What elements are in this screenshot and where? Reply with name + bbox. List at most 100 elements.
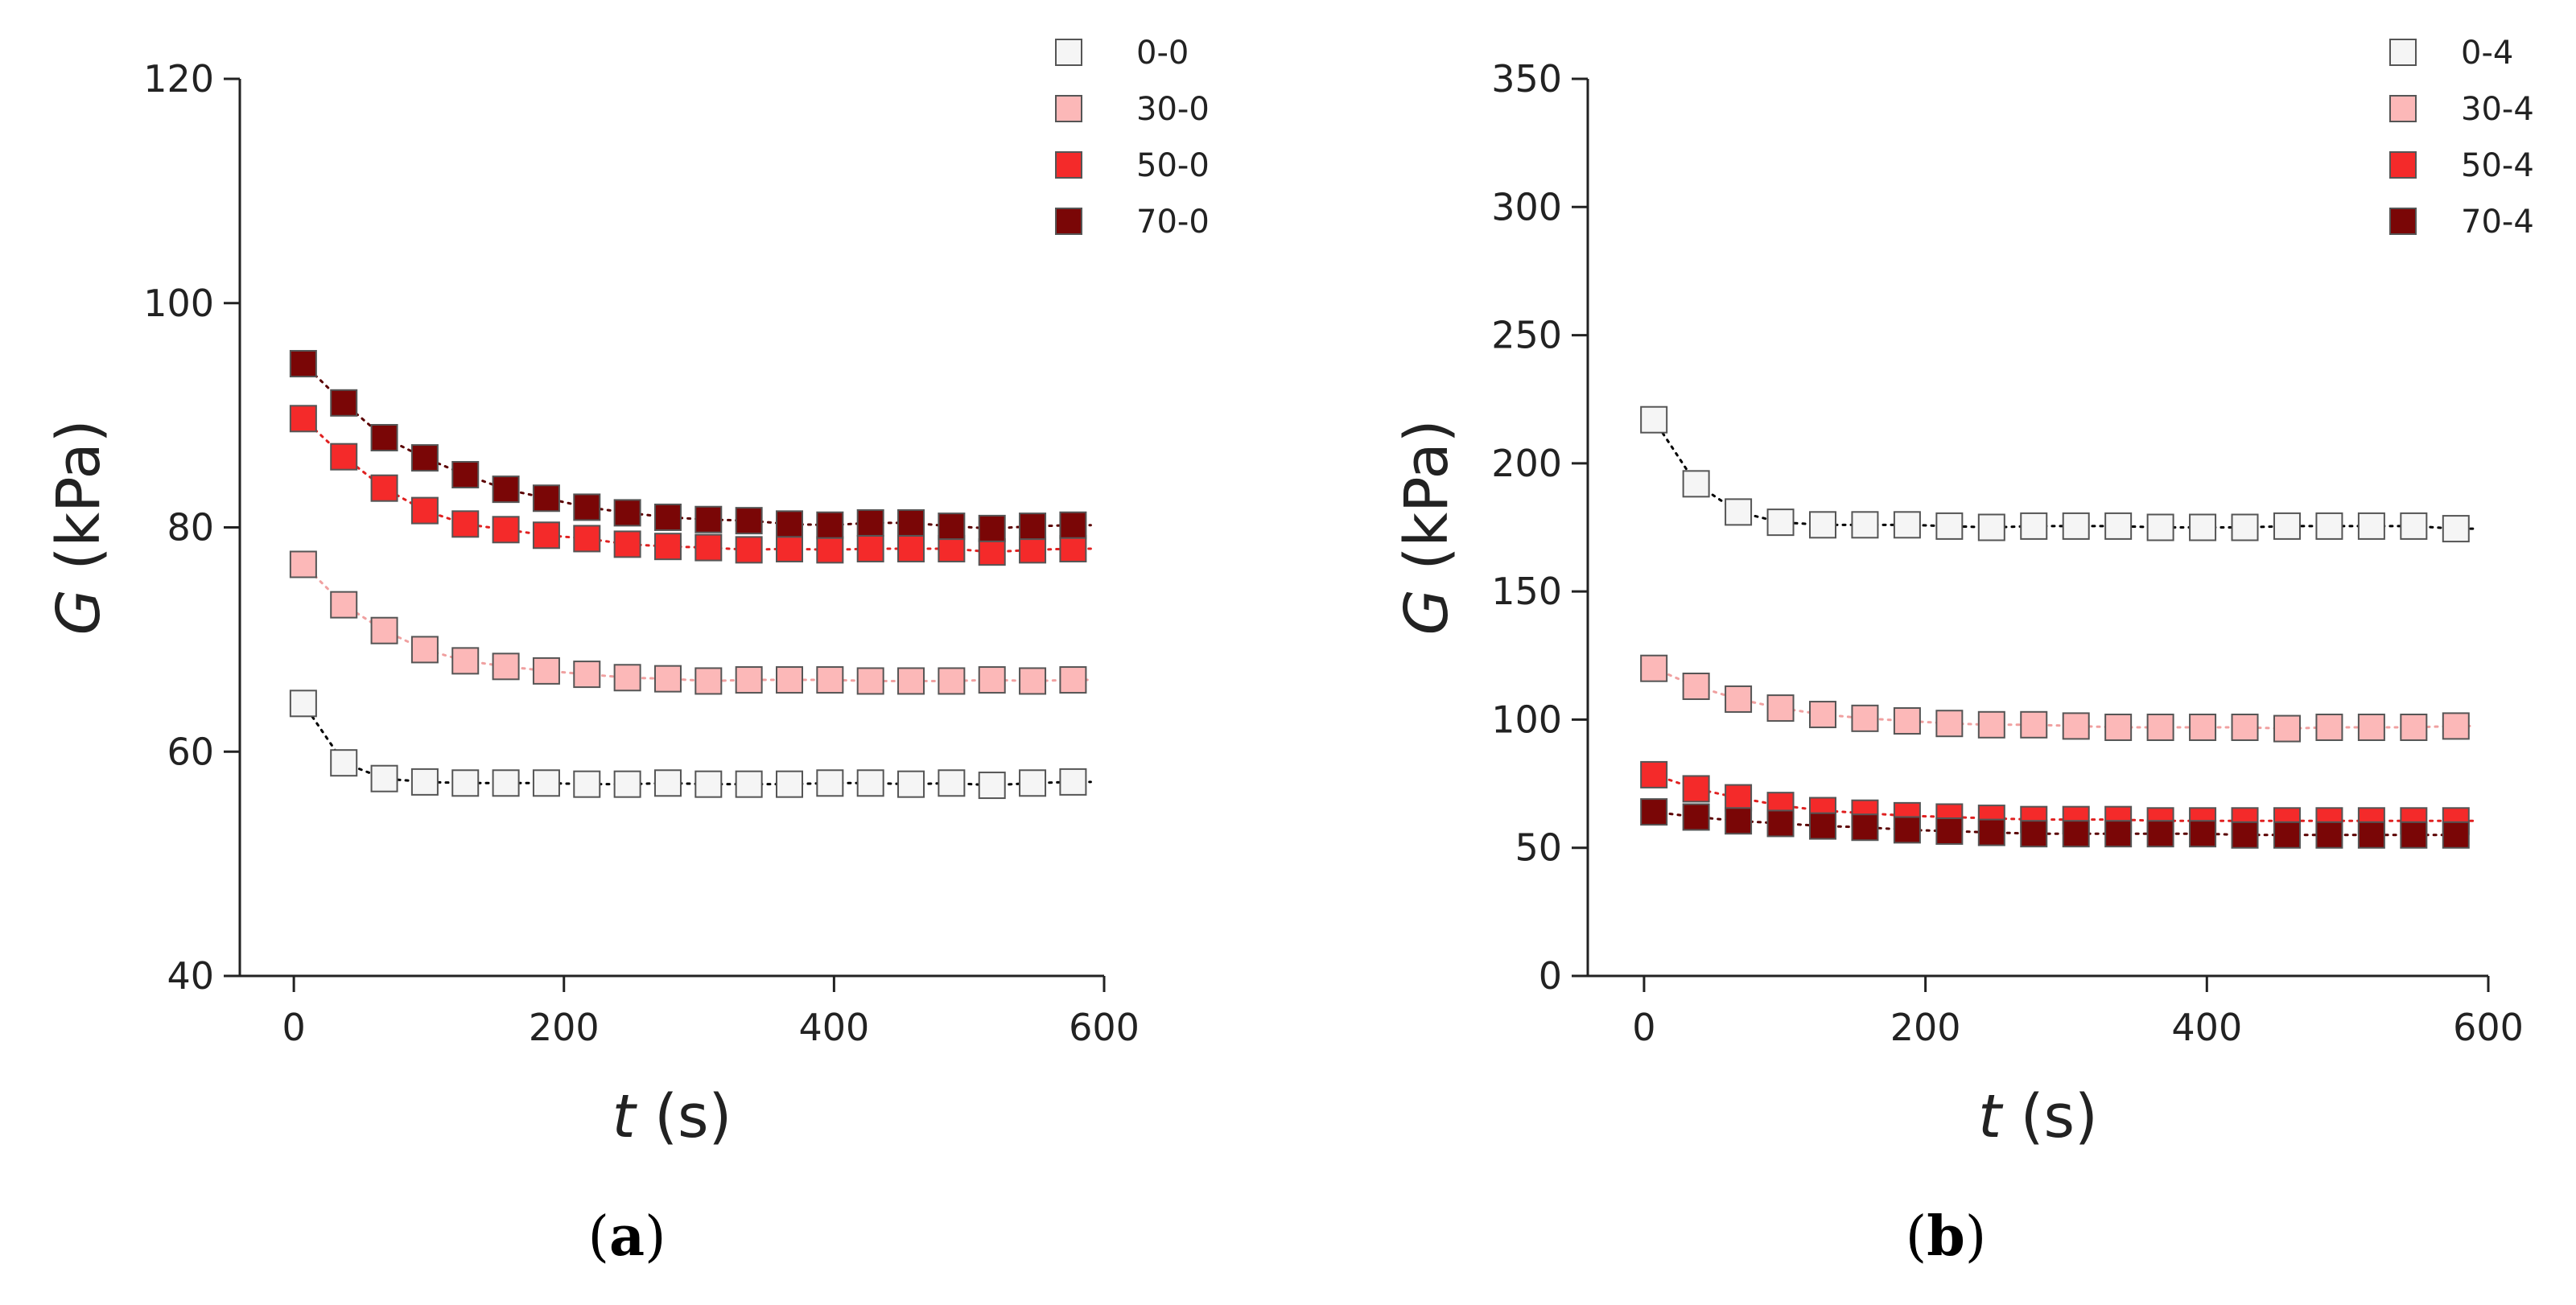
y-axis-variable: G	[44, 589, 113, 635]
data-point-30-4	[1851, 704, 1879, 732]
data-point-70-0	[573, 493, 601, 521]
y-tick-label: 0	[1539, 954, 1562, 998]
data-point-70-4	[2357, 821, 2385, 849]
panel-label-open: (	[1906, 1205, 1927, 1269]
data-point-0-4	[2357, 512, 2385, 540]
x-tick-label: 0	[282, 1006, 305, 1049]
data-point-70-4	[1682, 803, 1710, 831]
data-point-30-0	[816, 666, 844, 694]
x-axis-variable: t	[612, 1082, 638, 1151]
x-tick-label: 400	[798, 1006, 869, 1049]
x-tick-label: 200	[1890, 1006, 1961, 1049]
data-point-30-0	[613, 664, 641, 692]
data-point-70-4	[2189, 820, 2217, 848]
data-point-0-4	[2062, 512, 2090, 540]
legend-marker-70-4	[2389, 208, 2417, 235]
data-point-50-0	[694, 533, 723, 562]
data-point-70-4	[2315, 821, 2343, 849]
data-point-70-0	[775, 510, 803, 538]
panel-label: (b)	[1906, 1204, 1987, 1269]
legend-marker-50-0	[1055, 151, 1082, 179]
y-tick-label: 250	[1491, 314, 1562, 357]
data-point-30-0	[451, 647, 480, 675]
data-point-50-0	[451, 510, 480, 538]
data-point-50-4	[1682, 775, 1710, 803]
data-point-30-0	[938, 667, 966, 695]
data-point-0-4	[1640, 405, 1668, 434]
data-point-70-0	[735, 507, 763, 535]
chart-panel-a: 40 60 80 100 120 0 200 400 600 t (s) G (kPa) 0-0 30-…	[44, 35, 1210, 1269]
data-point-0-0	[694, 770, 723, 798]
data-point-70-4	[1808, 812, 1836, 840]
data-point-70-0	[816, 511, 844, 539]
data-point-0-0	[775, 770, 803, 798]
data-point-70-4	[1766, 809, 1795, 838]
x-axis-variable: t	[1978, 1082, 2004, 1151]
data-point-30-4	[2315, 713, 2343, 741]
data-point-50-0	[978, 538, 1006, 566]
data-point-70-4	[2062, 820, 2090, 848]
x-tick-label: 600	[2453, 1006, 2524, 1049]
data-point-0-0	[451, 769, 480, 797]
data-point-50-0	[816, 536, 844, 564]
data-point-0-0	[938, 769, 966, 797]
panel-label-close: )	[645, 1205, 666, 1269]
y-tick-label: 200	[1491, 442, 1562, 485]
data-point-30-4	[2273, 714, 2301, 743]
data-point-70-4	[2400, 821, 2428, 849]
data-point-0-4	[1682, 470, 1710, 498]
data-point-70-0	[897, 508, 925, 537]
panel-label-letter: b	[1927, 1204, 1965, 1269]
data-point-30-4	[1725, 685, 1753, 713]
data-point-0-4	[1766, 508, 1795, 537]
y-tick-label: 40	[167, 954, 214, 998]
data-point-70-4	[2231, 821, 2259, 849]
data-point-0-4	[1725, 498, 1753, 526]
data-point-0-4	[2442, 515, 2470, 543]
y-tick-label: 50	[1515, 826, 1562, 870]
data-point-0-0	[1019, 769, 1047, 797]
data-point-30-4	[2062, 712, 2090, 740]
data-point-30-0	[1059, 666, 1087, 694]
data-point-0-0	[1059, 768, 1087, 796]
data-point-0-0	[289, 690, 317, 718]
data-point-50-0	[532, 521, 560, 550]
data-point-70-4	[2442, 821, 2470, 849]
y-tick-label: 80	[167, 506, 214, 550]
data-point-50-4	[1725, 784, 1753, 812]
legend-label: 30-4	[2461, 91, 2534, 128]
data-point-0-4	[2400, 512, 2428, 540]
data-point-70-0	[289, 350, 317, 378]
data-point-0-0	[410, 768, 439, 796]
data-point-0-4	[1977, 513, 2005, 541]
legend-marker-70-0	[1055, 208, 1082, 235]
data-point-0-0	[330, 749, 358, 777]
data-point-0-4	[2315, 512, 2343, 540]
data-point-30-4	[2104, 713, 2133, 741]
data-point-30-0	[1019, 667, 1047, 695]
data-point-0-0	[492, 769, 520, 797]
panel-label-close: )	[1965, 1205, 1987, 1269]
data-point-0-0	[978, 772, 1006, 800]
y-tick-label: 120	[143, 57, 214, 101]
data-point-30-4	[2400, 713, 2428, 741]
data-point-30-0	[856, 667, 884, 695]
data-point-70-4	[1640, 798, 1668, 826]
data-point-50-0	[410, 496, 439, 525]
data-point-70-4	[1935, 817, 1964, 846]
data-point-30-4	[1640, 654, 1668, 682]
data-point-50-0	[856, 534, 884, 562]
data-point-50-0	[289, 405, 317, 433]
data-point-70-4	[2273, 821, 2301, 849]
y-tick-label: 150	[1491, 570, 1562, 613]
x-tick-label: 200	[529, 1006, 600, 1049]
data-point-0-4	[2146, 513, 2174, 541]
legend-label: 50-4	[2461, 147, 2534, 184]
data-point-50-0	[1019, 536, 1047, 564]
y-tick-label: 100	[1491, 698, 1562, 741]
chart-panel-b: 0 50 100 150 200 250 300 350 0 200 400 600 t (s) G (k…	[1392, 35, 2534, 1269]
data-point-0-0	[816, 769, 844, 797]
data-point-70-0	[613, 499, 641, 527]
data-point-70-0	[1059, 511, 1087, 539]
data-point-30-0	[289, 550, 317, 578]
